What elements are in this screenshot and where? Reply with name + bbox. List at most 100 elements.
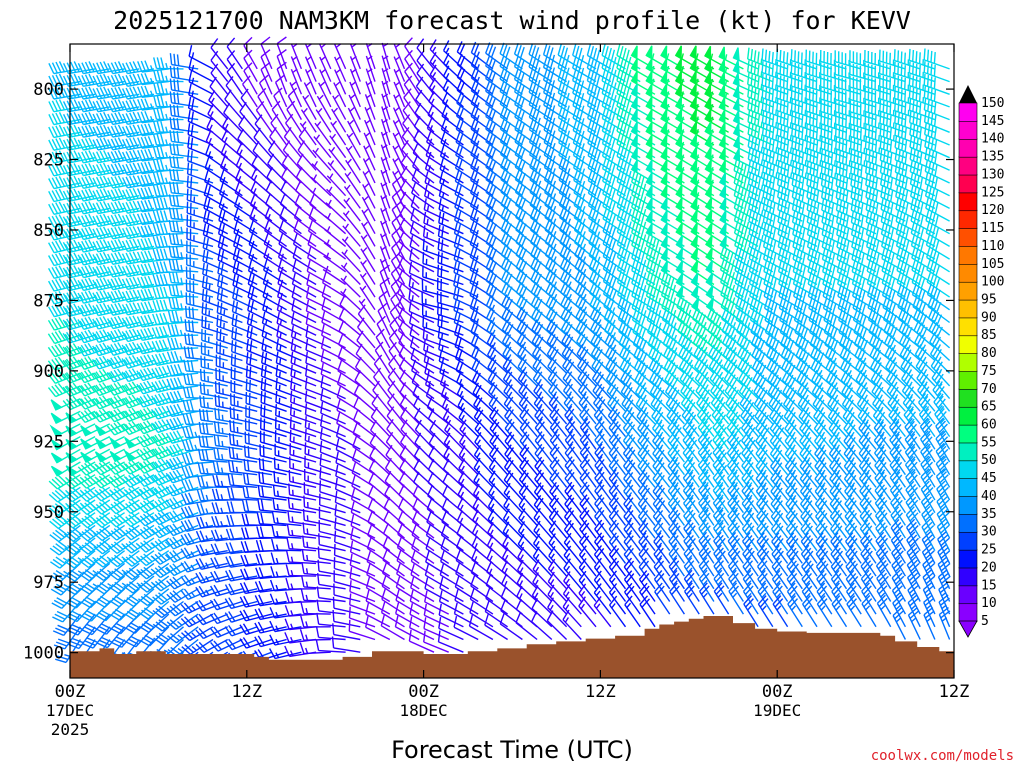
barb-feather — [48, 88, 55, 100]
barb-feather — [132, 61, 139, 73]
barb-feather — [159, 184, 165, 197]
barb-feather — [114, 137, 121, 149]
barb-staff — [210, 47, 229, 70]
barb-staff — [115, 499, 140, 515]
barb-feather — [54, 384, 63, 395]
barb-feather — [98, 515, 109, 524]
barb-feather — [51, 228, 59, 240]
barb-half-feather — [253, 188, 257, 194]
barb-feather — [353, 383, 361, 395]
barb-feather — [73, 73, 80, 85]
barb-pennant — [108, 435, 122, 450]
barb-feather — [73, 111, 80, 123]
barb-feather — [107, 478, 117, 488]
barb-feather — [113, 343, 121, 354]
barb-feather — [121, 189, 129, 201]
barb-half-feather — [264, 332, 268, 339]
barb-feather — [95, 371, 104, 382]
barb-half-feather — [165, 177, 168, 184]
barb-feather — [99, 188, 106, 200]
barb-feather — [51, 345, 59, 356]
barb-feather — [159, 274, 165, 286]
barb-feather — [159, 235, 165, 248]
barb-half-feather — [191, 632, 197, 638]
barb-feather — [110, 477, 120, 487]
barb-half-feather — [293, 358, 296, 365]
barb-half-feather — [345, 197, 351, 203]
barb-feather — [99, 74, 106, 86]
barb-half-feather — [290, 570, 294, 576]
barb-feather — [106, 345, 114, 356]
barb-feather — [166, 365, 173, 377]
barb-feather — [88, 252, 95, 263]
barb-feather — [110, 516, 120, 526]
barb-feather — [69, 202, 77, 213]
barb-half-feather — [92, 556, 98, 562]
barb-feather — [153, 57, 158, 69]
barb-feather — [160, 95, 165, 107]
barb-staff — [381, 55, 391, 82]
barb-feather — [84, 265, 92, 277]
wind-barb — [361, 221, 376, 247]
barb-feather — [140, 136, 147, 148]
wind-barb — [107, 73, 140, 87]
wind-barb — [381, 588, 405, 615]
wind-barb — [121, 226, 155, 240]
barb-feather — [129, 163, 136, 175]
barb-feather — [111, 556, 121, 566]
barb-feather — [259, 526, 264, 538]
barb-feather — [125, 87, 132, 99]
barb-feather — [246, 325, 250, 338]
barb-feather — [80, 398, 89, 409]
barb-staff — [380, 208, 391, 234]
barb-feather — [84, 515, 94, 525]
wind-barb — [381, 80, 391, 108]
barb-feather — [190, 111, 194, 123]
barb-feather — [98, 409, 107, 420]
barb-feather — [232, 420, 235, 433]
barb-feather — [128, 226, 136, 238]
barb-feather — [47, 387, 57, 398]
barb-feather — [77, 292, 85, 304]
wind-barb — [316, 94, 332, 120]
barb-feather — [320, 362, 324, 375]
barb-staff — [290, 401, 317, 412]
barb-half-feather — [177, 647, 184, 653]
barb-feather — [77, 75, 84, 87]
wind-barb — [121, 99, 155, 113]
barb-feather — [95, 517, 106, 526]
barb-feather — [55, 138, 62, 150]
wind-barb — [215, 367, 243, 387]
barb-feather — [88, 86, 95, 98]
barb-feather — [107, 291, 114, 303]
barb-feather — [88, 73, 95, 85]
wind-barb — [121, 264, 155, 278]
barb-feather — [114, 74, 121, 86]
barb-staff — [365, 68, 376, 95]
barb-feather — [132, 213, 139, 225]
wind-barb — [121, 73, 155, 87]
barb-feather — [176, 169, 180, 181]
barb-feather — [67, 629, 79, 636]
barb-feather — [404, 37, 413, 47]
barb-feather — [96, 642, 108, 649]
barb-half-feather — [305, 607, 309, 614]
barb-feather — [77, 479, 87, 489]
barb-half-feather — [108, 333, 114, 339]
barb-feather — [111, 570, 122, 579]
barb-staff — [74, 562, 96, 582]
barb-feather — [51, 164, 59, 176]
barb-feather — [181, 426, 187, 438]
wind-barb — [380, 195, 391, 222]
wind-barb — [362, 170, 376, 197]
barb-staff — [380, 157, 391, 184]
barb-half-feather — [165, 88, 168, 95]
barb-feather — [81, 491, 91, 500]
barb-feather — [98, 475, 108, 485]
barb-feather — [80, 615, 92, 622]
wind-barb — [180, 613, 214, 628]
barb-feather — [264, 379, 267, 391]
wind-barb — [108, 575, 140, 594]
barb-feather — [84, 343, 92, 355]
